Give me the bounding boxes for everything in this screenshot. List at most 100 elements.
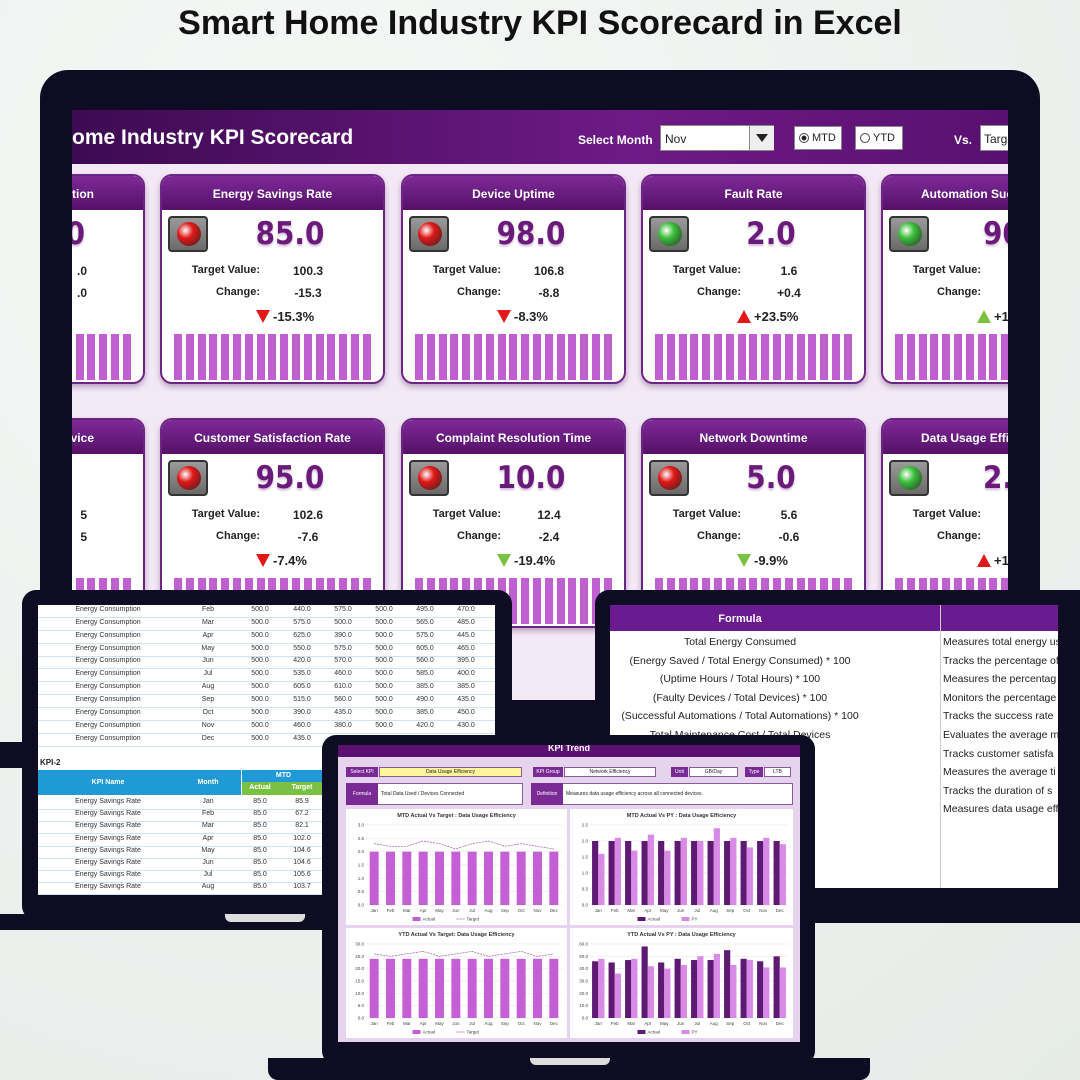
trend-bar <box>603 334 612 380</box>
x-tick-label: Mar <box>627 908 635 913</box>
trend-bar <box>773 334 781 380</box>
target-value: 102.6 <box>292 508 324 522</box>
table-cell: 500.0 <box>375 695 393 703</box>
kpi-card: Fault Rate 2.0 Target Value: Change: 1.6 +0.4… <box>641 174 866 384</box>
change-label: Change: <box>697 286 741 298</box>
bar <box>740 841 747 905</box>
row-line <box>38 833 326 835</box>
card-title: Device Uptime <box>472 187 555 201</box>
x-tick-label: Sep <box>726 1021 735 1026</box>
kpi-value: 90 <box>983 216 1008 252</box>
trend-bar <box>111 334 119 380</box>
y-tick-label: 0.0 <box>582 1016 589 1021</box>
trend-bar <box>509 578 518 624</box>
row-line <box>38 857 326 859</box>
row-line <box>38 694 495 696</box>
dropdown-button[interactable] <box>749 126 774 150</box>
y-tick-label: 0.0 <box>582 903 589 908</box>
month-value: Nov <box>665 132 687 146</box>
target-label: Target Value: <box>191 264 260 276</box>
x-tick-label: Nov <box>759 908 768 913</box>
legend-swatch <box>637 917 646 921</box>
bar <box>664 850 671 905</box>
trend-bar <box>327 334 336 380</box>
x-tick-label: Dec <box>550 1021 559 1026</box>
trend-bar <box>303 334 312 380</box>
table-cell: 500.0 <box>375 670 393 678</box>
target-label: Target Value: <box>432 264 501 276</box>
radio-option[interactable]: MTD <box>794 126 842 150</box>
table-cell: 500.0 <box>251 721 269 729</box>
row-line <box>38 732 495 734</box>
status-light <box>649 216 689 252</box>
x-tick-label: Aug <box>710 908 719 913</box>
bar <box>418 851 428 905</box>
table-cell: 500.0 <box>375 683 393 691</box>
bar <box>500 851 510 905</box>
table-cell: 500.0 <box>375 644 393 652</box>
kpi-value: 10.0 <box>496 460 566 496</box>
trend-bar <box>221 334 230 380</box>
change-arrow <box>256 310 270 323</box>
trend-bar <box>268 334 277 380</box>
formula-cell: (Successful Automations / Total Automati… <box>621 710 859 723</box>
y-tick-label: 10.0 <box>579 1003 588 1008</box>
header-cell: Month <box>197 779 219 786</box>
table-cell: 535.0 <box>293 670 311 678</box>
trend-bar <box>666 334 675 380</box>
card-header <box>72 420 143 454</box>
y-tick-label: 30.0 <box>579 979 588 984</box>
chart-panel: YTD Actual Vs PY : Data Usage Efficiency… <box>570 928 793 1038</box>
trend-bar <box>544 334 553 380</box>
bar <box>369 958 379 1018</box>
y-tick-label: 2.0 <box>358 849 365 854</box>
trend-bar <box>497 334 506 380</box>
definition-cell: Tracks the percentage of <box>943 654 1058 667</box>
change-value: 5 <box>80 530 87 544</box>
x-tick-label: Sep <box>726 908 735 913</box>
x-tick-label: Feb <box>387 1021 395 1026</box>
line <box>374 951 554 957</box>
y-tick-label: 40.0 <box>579 966 588 971</box>
field-label: Type <box>748 769 760 775</box>
change-percent: +23.5% <box>754 309 799 324</box>
kpi-value: 95.0 <box>255 460 325 496</box>
table-cell: 430.0 <box>457 721 475 729</box>
light-bulb <box>898 466 922 490</box>
bar <box>713 953 720 1018</box>
target-value: 106.8 <box>533 264 565 278</box>
x-tick-label: Jul <box>469 908 475 913</box>
radio-label: YTD <box>873 132 895 144</box>
trend-bar <box>906 334 915 380</box>
month-select[interactable]: Nov <box>660 125 774 151</box>
vs-select[interactable]: Targe <box>980 125 1008 151</box>
bar <box>647 834 654 905</box>
table-cell: 85.0 <box>253 822 267 830</box>
table-cell: 385.0 <box>416 708 434 716</box>
dropdown-arrow <box>756 134 768 142</box>
definition-cell: Measures the average ti <box>943 766 1056 779</box>
field-value: Network Efficiency <box>589 769 631 775</box>
table-cell: Energy Savings Rate <box>75 871 141 879</box>
trend-bar <box>580 578 589 624</box>
row-line <box>38 894 326 895</box>
bar <box>773 956 780 1018</box>
laptop-notch <box>530 1058 610 1065</box>
y-tick-label: 2.0 <box>582 839 589 844</box>
table-cell: Energy Savings Rate <box>75 798 141 805</box>
table-cell: 395.0 <box>457 657 475 665</box>
trend-bar <box>655 334 663 380</box>
card-title: Network Downtime <box>699 431 808 445</box>
table-cell: 104.6 <box>293 859 311 866</box>
table-cell: Energy Consumption <box>75 734 141 742</box>
bar <box>451 851 461 905</box>
table-cell: 85.0 <box>253 846 267 854</box>
field-value-box <box>564 767 656 777</box>
table-cell: 380.0 <box>334 721 352 729</box>
radio-circle <box>860 133 870 143</box>
status-light <box>409 460 449 496</box>
light-bulb <box>177 466 201 490</box>
change-label: Change: <box>216 530 260 542</box>
bar <box>658 841 665 905</box>
radio-option[interactable]: YTD <box>855 126 903 150</box>
